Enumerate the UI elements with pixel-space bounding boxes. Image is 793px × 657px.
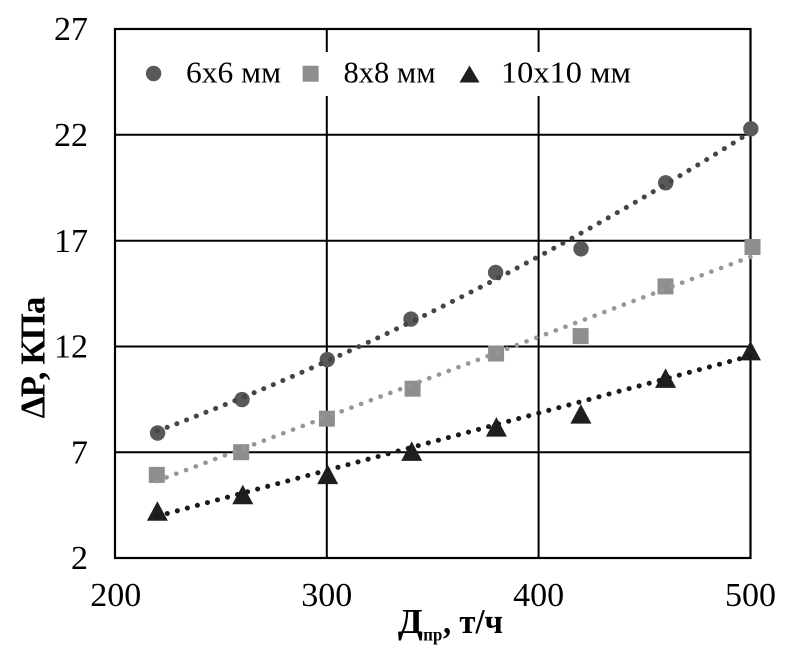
svg-text:400: 400 [513, 577, 564, 614]
svg-text:300: 300 [301, 577, 352, 614]
svg-text:7: 7 [71, 434, 88, 471]
svg-text:17: 17 [54, 223, 88, 260]
svg-text:8x8 мм: 8x8 мм [344, 55, 436, 90]
svg-text:200: 200 [90, 577, 141, 614]
svg-text:, т/ч: , т/ч [443, 602, 503, 641]
svg-text:12: 12 [54, 329, 88, 366]
svg-text:Д: Д [398, 602, 423, 641]
svg-text:27: 27 [54, 11, 88, 48]
svg-text:10x10 мм: 10x10 мм [501, 55, 631, 90]
svg-text:2: 2 [71, 540, 88, 577]
svg-text:ΔP, КПа: ΔP, КПа [14, 297, 53, 418]
svg-text:пр: пр [423, 625, 442, 645]
svg-text:500: 500 [725, 577, 776, 614]
svg-text:22: 22 [54, 117, 88, 154]
svg-text:6x6 мм: 6x6 мм [186, 55, 281, 90]
